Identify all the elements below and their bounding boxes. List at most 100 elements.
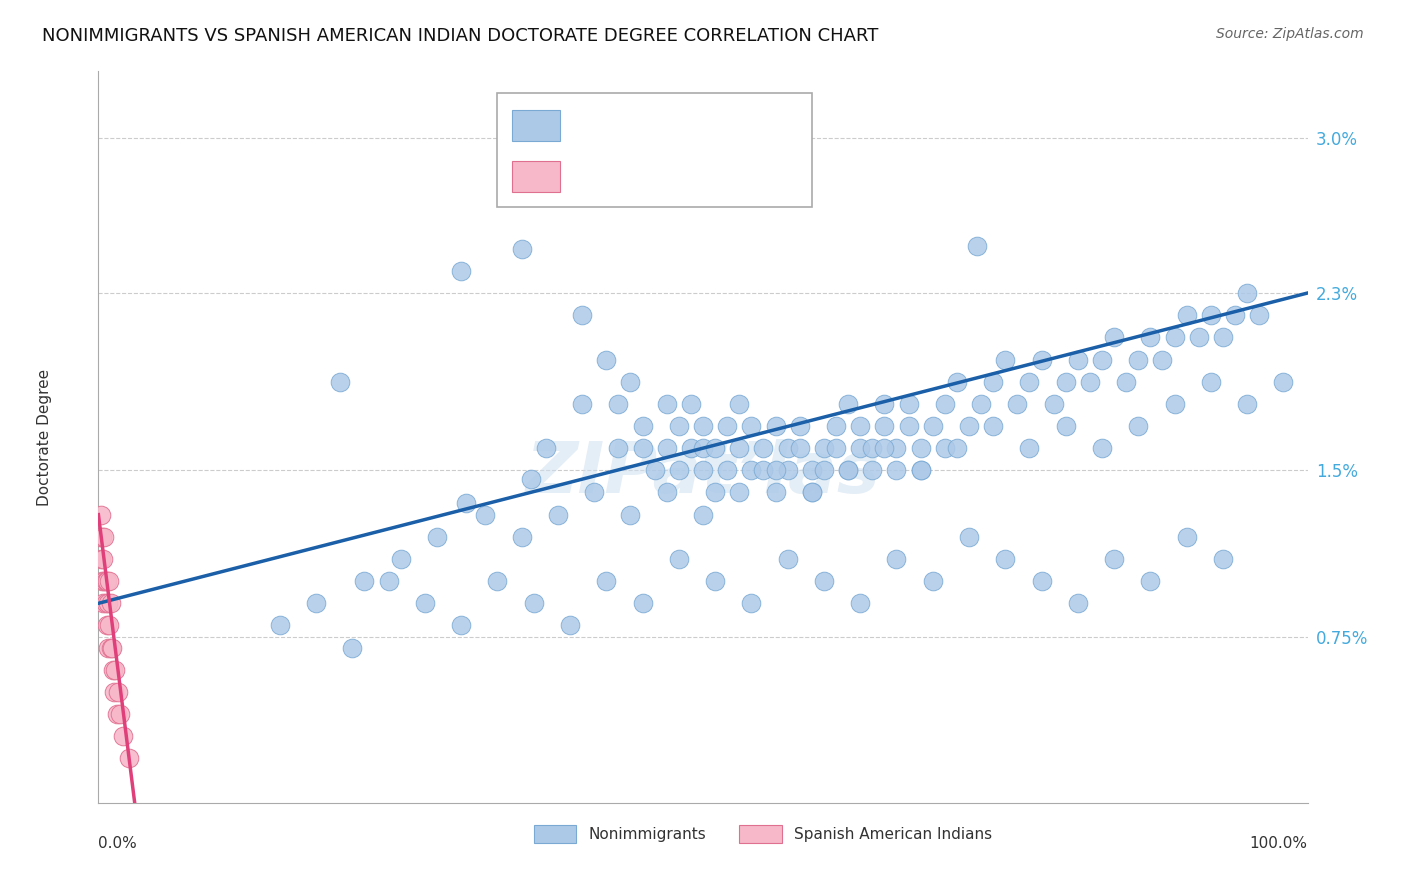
Point bbox=[966, 239, 988, 253]
Point bbox=[957, 419, 980, 434]
Point bbox=[108, 707, 131, 722]
Point bbox=[655, 441, 678, 455]
Point bbox=[96, 618, 118, 632]
Point bbox=[897, 419, 920, 434]
Text: R =: R = bbox=[572, 166, 612, 185]
Text: Source: ZipAtlas.com: Source: ZipAtlas.com bbox=[1216, 27, 1364, 41]
Point bbox=[111, 729, 134, 743]
Text: Doctorate Degree: Doctorate Degree bbox=[37, 368, 52, 506]
Point bbox=[752, 441, 775, 455]
Point bbox=[825, 441, 848, 455]
Point bbox=[837, 463, 859, 477]
Point bbox=[619, 375, 641, 389]
Point bbox=[825, 419, 848, 434]
Point bbox=[765, 485, 787, 500]
Point bbox=[1007, 397, 1029, 411]
Text: N =: N = bbox=[711, 115, 751, 133]
Point bbox=[1249, 308, 1271, 322]
Point bbox=[1018, 375, 1040, 389]
Point bbox=[800, 485, 823, 500]
Point bbox=[1139, 574, 1161, 589]
Point bbox=[1163, 330, 1185, 344]
Point bbox=[692, 508, 714, 522]
Point bbox=[789, 419, 811, 434]
Point bbox=[776, 463, 799, 477]
Point bbox=[91, 574, 114, 589]
Point bbox=[1091, 441, 1114, 455]
Point bbox=[1128, 419, 1150, 434]
Bar bbox=[498, 94, 811, 207]
Point bbox=[704, 574, 727, 589]
Point bbox=[329, 375, 352, 389]
Point bbox=[897, 397, 920, 411]
Point bbox=[456, 495, 478, 509]
Point bbox=[813, 463, 835, 477]
Text: N =: N = bbox=[711, 166, 751, 185]
Point bbox=[934, 441, 956, 455]
Point bbox=[1163, 397, 1185, 411]
Point bbox=[849, 441, 872, 455]
Point bbox=[1067, 596, 1090, 610]
Text: 28: 28 bbox=[769, 166, 801, 185]
Point bbox=[1199, 375, 1222, 389]
Point bbox=[910, 441, 932, 455]
Point bbox=[668, 552, 690, 566]
Point bbox=[558, 618, 581, 632]
Point bbox=[728, 441, 751, 455]
Point bbox=[1102, 330, 1125, 344]
Point bbox=[104, 663, 127, 677]
Text: 0.428: 0.428 bbox=[630, 115, 688, 133]
Point bbox=[1031, 574, 1053, 589]
Point bbox=[873, 419, 896, 434]
Point bbox=[607, 397, 630, 411]
Point bbox=[1152, 352, 1174, 367]
Bar bbox=[740, 825, 782, 843]
Point bbox=[934, 397, 956, 411]
Point bbox=[98, 574, 121, 589]
Point bbox=[1067, 352, 1090, 367]
Point bbox=[94, 574, 117, 589]
Point bbox=[1236, 397, 1258, 411]
Text: NONIMMIGRANTS VS SPANISH AMERICAN INDIAN DOCTORATE DEGREE CORRELATION CHART: NONIMMIGRANTS VS SPANISH AMERICAN INDIAN… bbox=[42, 27, 879, 45]
Point bbox=[101, 663, 124, 677]
Point bbox=[994, 552, 1017, 566]
Point bbox=[389, 552, 412, 566]
Point bbox=[93, 574, 115, 589]
Point bbox=[789, 441, 811, 455]
Point bbox=[910, 463, 932, 477]
Point bbox=[91, 596, 114, 610]
Point bbox=[1091, 352, 1114, 367]
Bar bbox=[534, 825, 576, 843]
Point bbox=[486, 574, 509, 589]
Point bbox=[1054, 375, 1077, 389]
Point bbox=[1115, 375, 1137, 389]
Point bbox=[1139, 330, 1161, 344]
Point bbox=[704, 485, 727, 500]
Point bbox=[921, 574, 943, 589]
Point bbox=[91, 530, 114, 544]
Point bbox=[970, 397, 993, 411]
Point bbox=[1223, 308, 1246, 322]
Point bbox=[342, 640, 364, 655]
Point bbox=[776, 552, 799, 566]
Point bbox=[740, 419, 762, 434]
Point bbox=[353, 574, 375, 589]
Bar bbox=[512, 110, 561, 141]
Text: Spanish American Indians: Spanish American Indians bbox=[794, 827, 991, 842]
Point bbox=[94, 596, 117, 610]
Point bbox=[583, 485, 606, 500]
Point bbox=[716, 419, 738, 434]
Point bbox=[118, 751, 141, 765]
Point bbox=[571, 308, 593, 322]
Point bbox=[450, 618, 472, 632]
Point bbox=[1175, 530, 1198, 544]
Point bbox=[692, 441, 714, 455]
Point bbox=[1236, 285, 1258, 300]
Point bbox=[1128, 352, 1150, 367]
Point bbox=[886, 552, 908, 566]
Point bbox=[946, 441, 969, 455]
Point bbox=[519, 471, 541, 485]
Point bbox=[860, 463, 883, 477]
Text: 143: 143 bbox=[769, 115, 807, 133]
Point bbox=[450, 264, 472, 278]
